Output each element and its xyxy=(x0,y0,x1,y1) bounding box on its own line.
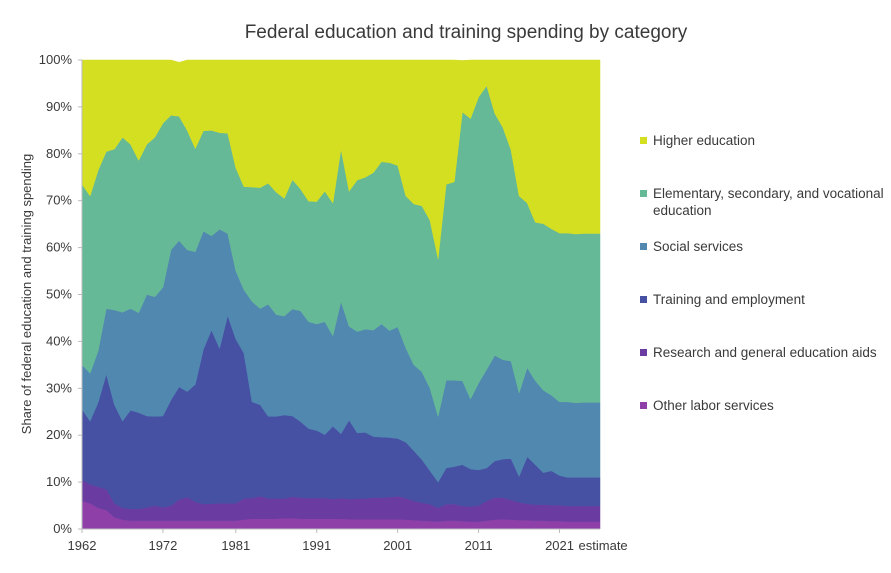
legend-label: Training and employment xyxy=(653,292,805,307)
legend-label: Other labor services xyxy=(653,398,774,413)
chart-title: Federal education and training spending … xyxy=(245,22,688,43)
legend-label: Higher education xyxy=(653,133,756,148)
x-tick-label: 1991 xyxy=(302,538,331,553)
legend-swatch xyxy=(640,243,647,250)
y-tick-label: 40% xyxy=(46,333,72,348)
y-tick-label: 10% xyxy=(46,474,72,489)
legend-item: Elementary, secondary, and vocational ed… xyxy=(640,185,888,219)
legend-swatch xyxy=(640,402,647,409)
legend-swatch xyxy=(640,137,647,144)
y-tick-label: 30% xyxy=(46,380,72,395)
x-tick-label: 2011 xyxy=(465,538,493,553)
y-tick-label: 80% xyxy=(46,146,72,161)
area-higher-education xyxy=(81,59,601,259)
y-tick-label: 0% xyxy=(53,521,72,536)
legend-item: Higher education xyxy=(640,132,888,149)
legend-swatch xyxy=(640,296,647,303)
y-tick-label: 60% xyxy=(46,240,72,255)
area-layers xyxy=(81,59,601,530)
y-axis: 0% 10% 20% 30% 40% 50% 60% 70% 80% 90% 100% xyxy=(39,52,83,536)
x-tick-label: 2021 xyxy=(545,538,574,553)
legend-item: Other labor services xyxy=(640,397,888,414)
y-tick-label: 70% xyxy=(46,193,72,208)
legend-item: Research and general education aids xyxy=(640,344,888,361)
legend-label: Social services xyxy=(653,239,744,254)
legend-item: Training and employment xyxy=(640,291,888,308)
legend-label: Research and general education aids xyxy=(653,345,877,360)
legend-item: Social services xyxy=(640,238,888,255)
x-tick-label: 1972 xyxy=(148,538,177,553)
y-tick-label: 100% xyxy=(39,52,73,67)
y-tick-label: 50% xyxy=(46,287,72,302)
legend-label: Elementary, secondary, and vocational ed… xyxy=(653,186,884,218)
legend-swatch xyxy=(640,349,647,356)
x-tick-label: 1962 xyxy=(68,538,97,553)
x-axis: 1962 1972 1981 1991 2001 2011 2021 estimate xyxy=(68,528,628,553)
x-tick-annotation: estimate xyxy=(579,538,628,553)
x-tick-label: 1981 xyxy=(221,538,250,553)
y-tick-label: 20% xyxy=(46,427,72,442)
legend-swatch xyxy=(640,190,647,197)
x-tick-label: 2001 xyxy=(383,538,412,553)
y-axis-label: Share of federal education and training … xyxy=(19,154,34,434)
y-tick-label: 90% xyxy=(46,99,72,114)
